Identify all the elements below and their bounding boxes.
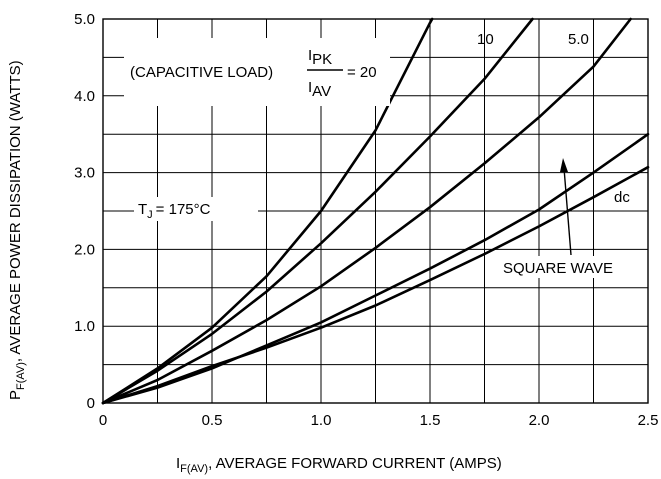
x-axis-title-main: I	[176, 455, 180, 472]
y-axis-title-sub: F(AV)	[15, 362, 27, 390]
x-tick-label: 0	[99, 412, 107, 429]
series-label-dc: dc	[614, 189, 630, 206]
ratio-numerator: IPK	[308, 47, 332, 68]
series-group	[101, 17, 650, 405]
junction-temperature-label: TJ = 175°C	[138, 201, 211, 221]
series-line-0	[101, 17, 434, 405]
capacitive-load-annotation: (CAPACITIVE LOAD) IPK IAV = 20	[124, 38, 390, 106]
temp-main: T	[138, 201, 147, 218]
y-tick-label: 4.0	[74, 88, 95, 105]
square-wave-arrow-head	[560, 158, 568, 172]
y-axis-title-rest: , AVERAGE POWER DISSIPATION (WATTS)	[7, 60, 24, 362]
y-tick-label: 1.0	[74, 318, 95, 335]
y-tick-label: 3.0	[74, 165, 95, 182]
series-line-4	[101, 165, 650, 405]
y-tick-label: 2.0	[74, 241, 95, 258]
axes: 0 0.5 1.0 1.5 2.0 2.5 0 1.0 2.0 3.0 4.0 5.0	[74, 11, 658, 429]
ratio-denominator: IAV	[308, 79, 331, 100]
series-label-10: 10	[477, 31, 494, 48]
x-tick-label: 1.0	[311, 412, 332, 429]
x-axis-title-sub: F(AV)	[180, 463, 208, 475]
temp-value: = 175°C	[156, 201, 211, 218]
series-label-5: 5.0	[568, 31, 589, 48]
x-tick-label: 2.5	[638, 412, 659, 429]
y-tick-label: 5.0	[74, 11, 95, 28]
ratio-denominator-sub: AV	[312, 83, 331, 100]
x-tick-label: 1.5	[420, 412, 441, 429]
series-labels: 10 5.0 dc SQUARE WAVE	[477, 31, 640, 278]
x-tick-label: 2.0	[529, 412, 550, 429]
ratio-value: = 20	[347, 64, 377, 81]
ratio-numerator-main: I	[308, 47, 312, 64]
series-line-1	[101, 17, 534, 405]
annotation-mask	[124, 38, 390, 106]
x-tick-label: 0.5	[202, 412, 223, 429]
square-wave-label: SQUARE WAVE	[503, 260, 613, 277]
plot-frame	[102, 18, 649, 404]
temp-sub: J	[147, 209, 153, 221]
temp-mask	[134, 197, 258, 221]
x-axis-title: IF(AV), AVERAGE FORWARD CURRENT (AMPS)	[176, 455, 502, 475]
y-axis-title-main: P	[7, 390, 24, 400]
x-axis-title-rest: , AVERAGE FORWARD CURRENT (AMPS)	[208, 455, 502, 472]
square-wave-arrow-line	[563, 167, 572, 256]
series-line-2	[101, 17, 632, 405]
series-line-3	[101, 132, 650, 405]
square-wave-mask	[498, 256, 640, 278]
junction-temperature-annotation: TJ = 175°C	[134, 197, 258, 221]
ratio-denominator-main: I	[308, 79, 312, 96]
capacitive-load-label: (CAPACITIVE LOAD)	[130, 64, 273, 81]
y-axis-title: PF(AV), AVERAGE POWER DISSIPATION (WATTS…	[7, 60, 27, 400]
ratio-numerator-sub: PK	[312, 51, 332, 68]
y-tick-label: 0	[87, 395, 95, 412]
